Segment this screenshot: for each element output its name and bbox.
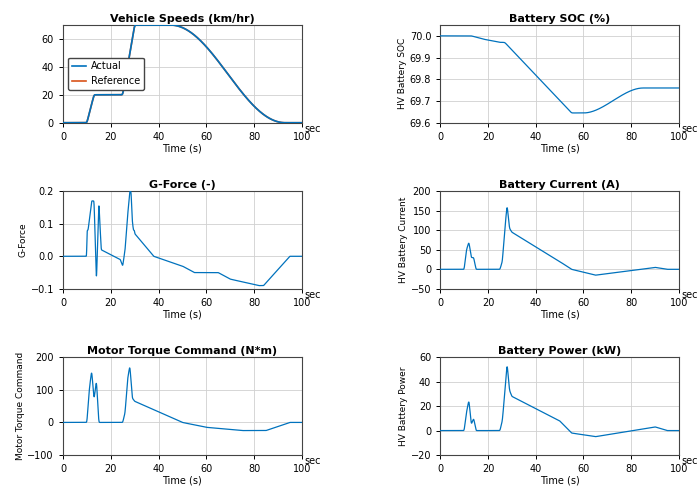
Line: Actual: Actual [63,25,302,122]
Reference [290,120,299,126]
Reference [298,120,306,126]
Reference [133,22,141,28]
Reference [59,120,67,126]
X-axis label: Time (s): Time (s) [162,143,202,153]
Y-axis label: HV Battery SOC: HV Battery SOC [398,38,407,110]
Actual [290,120,299,126]
Y-axis label: HV Battery Current: HV Battery Current [399,197,408,283]
Reference [247,100,256,106]
Actual [247,100,256,106]
X-axis label: Time (s): Time (s) [540,143,580,153]
Reference [169,22,177,28]
Title: Battery SOC (%): Battery SOC (%) [509,14,610,24]
Title: Vehicle Speeds (km/hr): Vehicle Speeds (km/hr) [110,14,255,24]
Title: Motor Torque Command (N*m): Motor Torque Command (N*m) [88,346,277,356]
Actual [59,120,67,126]
X-axis label: Time (s): Time (s) [162,310,202,320]
Text: sec: sec [304,290,321,300]
Actual [290,120,299,126]
Text: sec: sec [681,456,698,466]
Actual [71,120,79,126]
Text: sec: sec [681,124,698,134]
Legend: Actual, Reference: Actual, Reference [68,58,144,90]
Reference [290,120,299,126]
Title: G-Force (-): G-Force (-) [149,180,216,190]
Text: sec: sec [304,456,321,466]
X-axis label: Time (s): Time (s) [162,476,202,486]
Actual [133,22,141,28]
X-axis label: Time (s): Time (s) [540,476,580,486]
Y-axis label: HV Battery Power: HV Battery Power [399,366,408,446]
Reference [175,24,183,30]
Actual [169,22,177,28]
Line: Reference: Reference [63,25,302,122]
Y-axis label: Motor Torque Command: Motor Torque Command [15,352,24,461]
Actual [298,120,306,126]
Text: sec: sec [681,290,698,300]
Title: Battery Power (kW): Battery Power (kW) [498,346,621,356]
Y-axis label: G-Force: G-Force [19,222,28,258]
X-axis label: Time (s): Time (s) [540,310,580,320]
Reference [71,120,79,126]
Title: Battery Current (A): Battery Current (A) [499,180,620,190]
Text: sec: sec [304,124,321,134]
Actual [175,24,183,30]
